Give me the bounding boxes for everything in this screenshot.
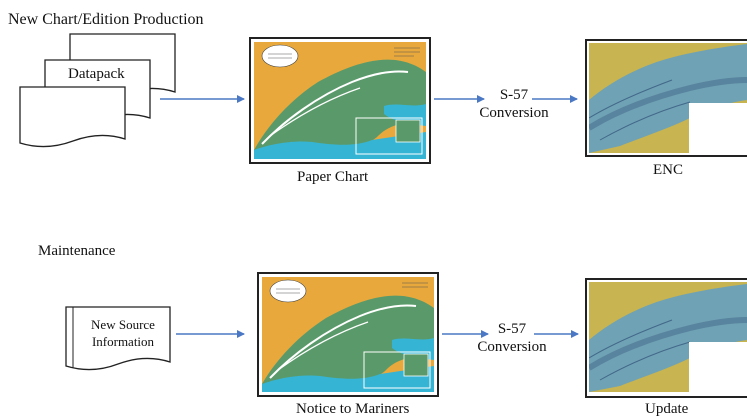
enc-thumbnail [585,39,747,157]
document-stack-icon [19,33,176,148]
section-title-top: New Chart/Edition Production [8,11,204,28]
update-caption: Update [645,401,689,417]
document-page-front [19,86,126,148]
paper-chart-thumbnail [249,37,431,164]
update-enc-thumbnail [585,278,747,398]
conversion-line2: Conversion [477,339,547,355]
paper-chart-caption: Paper Chart [297,169,369,185]
notice-caption: Notice to Mariners [296,401,410,417]
document-icon [65,306,171,371]
new-source-line2: Information [91,334,155,349]
conversion-line2: Conversion [479,105,549,121]
notice-chart-thumbnail [257,272,439,397]
new-source-line1: New Source [91,317,155,332]
conversion-label-bottom: S-57 Conversion [474,320,550,356]
section-title-bottom: Maintenance [38,243,116,259]
new-source-label: New Source Information [78,316,168,350]
conversion-line1: S-57 [497,321,527,337]
conversion-line1: S-57 [499,87,529,103]
enc-caption: ENC [653,162,683,178]
datapack-label: Datapack [68,66,125,82]
conversion-label-top: S-57 Conversion [478,86,550,122]
